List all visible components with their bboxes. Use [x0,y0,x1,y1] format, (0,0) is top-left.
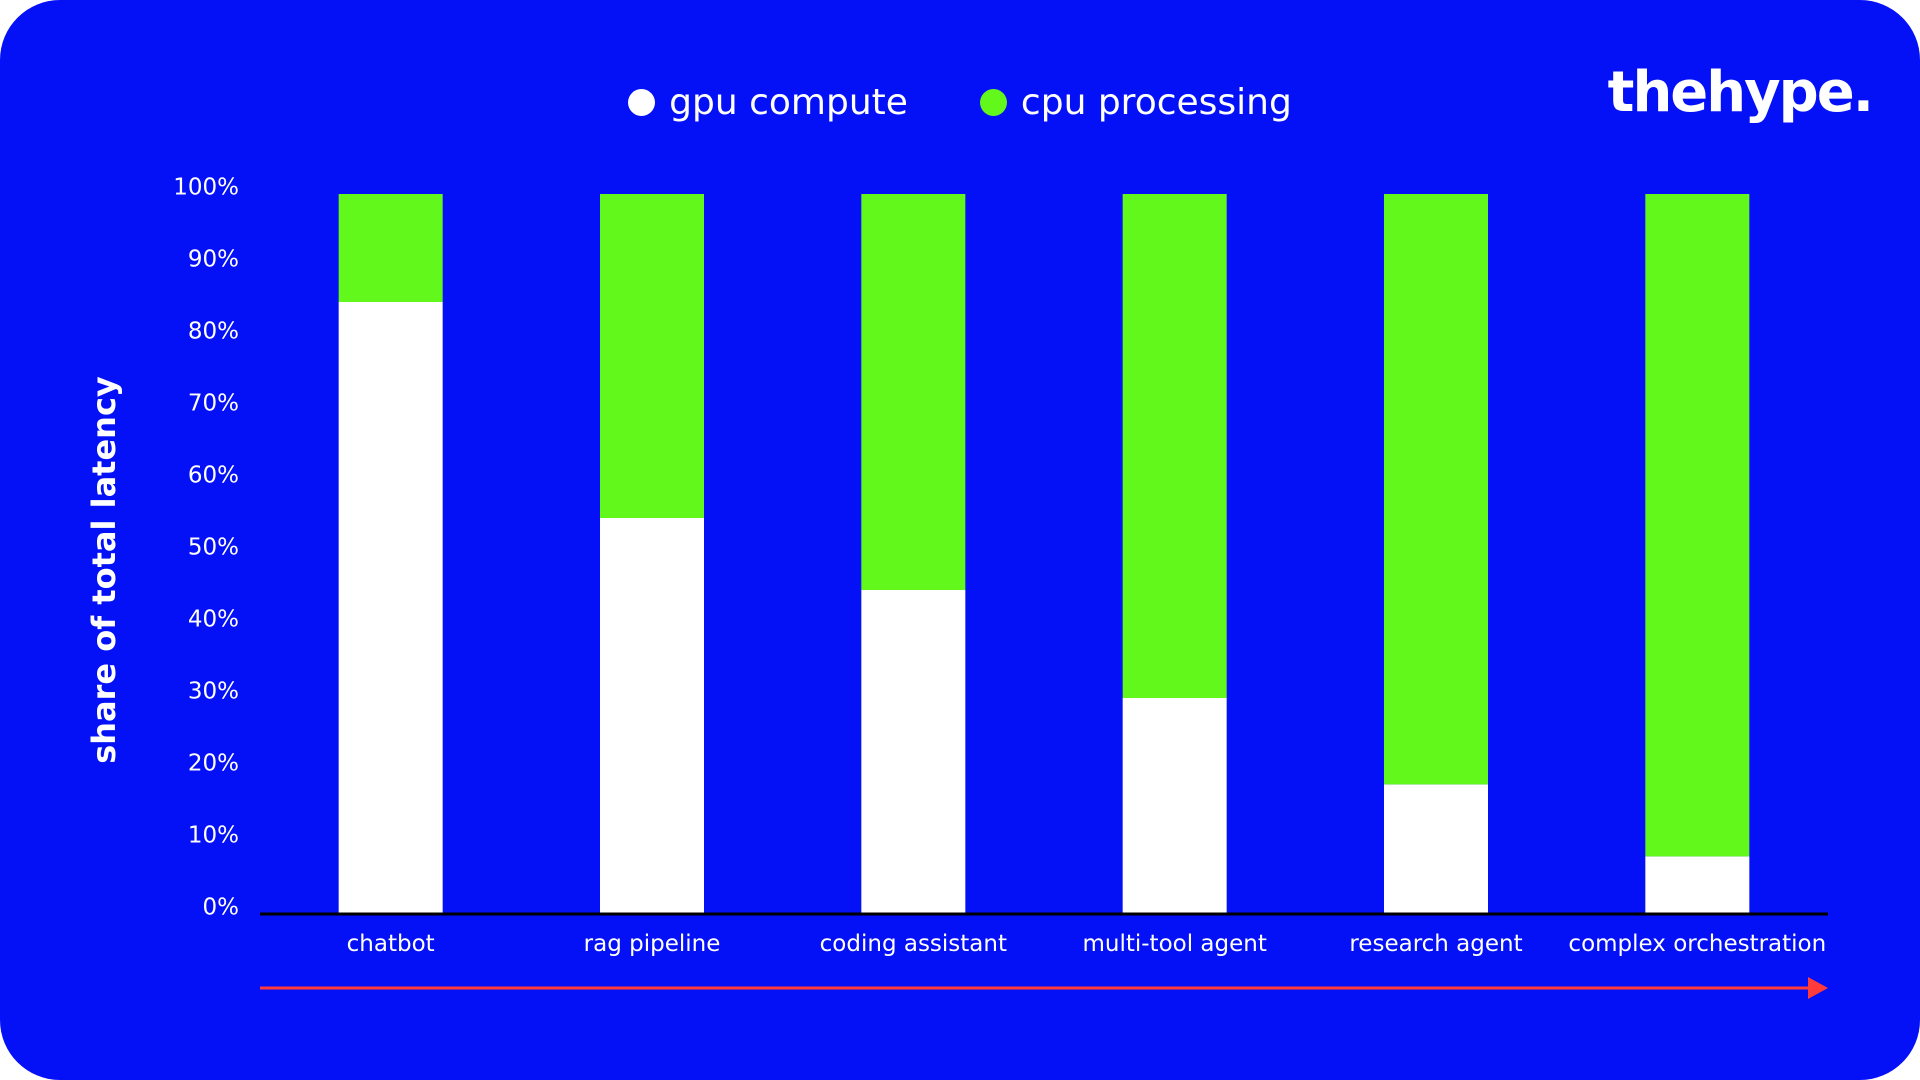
y-tick-label: 90% [188,247,239,273]
y-tick-label: 40% [188,607,239,633]
bar-cpu-processing-coding-assistant [861,194,966,590]
x-tick-label: research agent [1349,931,1522,957]
legend-swatch-cpu-processing [979,89,1007,116]
bar-cpu-processing-rag-pipeline [600,194,704,518]
legend-item-cpu-processing: cpu processing [979,82,1292,123]
x-tick-label: chatbot [347,931,435,957]
x-tick-label: rag pipeline [584,931,721,957]
x-tick-label: multi-tool agent [1082,931,1266,957]
y-tick-label: 70% [188,391,239,417]
y-axis-title: share of total latency [85,376,123,764]
x-tick-label: complex orchestration [1568,931,1826,957]
y-tick-label: 0% [203,895,240,921]
bar-gpu-compute-rag-pipeline [600,518,704,914]
x-tick-label: coding assistant [820,931,1007,957]
bar-gpu-compute-coding-assistant [861,590,966,914]
y-tick-label: 100% [173,175,239,201]
legend-label-cpu-processing: cpu processing [1020,82,1292,123]
bar-cpu-processing-multi-tool-agent [1122,194,1227,698]
legend-swatch-gpu-compute [628,89,656,116]
bar-gpu-compute-chatbot [338,302,443,914]
y-tick-label: 10% [188,823,239,849]
legend: gpu compute cpu processing [0,82,1920,123]
bar-cpu-processing-research-agent [1384,194,1488,785]
bar-cpu-processing-chatbot [338,194,443,302]
bar-gpu-compute-research-agent [1384,784,1488,914]
y-tick-label: 50% [188,535,239,561]
y-tick-label: 20% [188,751,239,777]
bar-gpu-compute-multi-tool-agent [1122,698,1227,914]
y-tick-label: 80% [188,319,239,345]
progression-arrow-head [1808,977,1828,999]
bar-gpu-compute-complex-orchestration [1645,856,1750,914]
y-tick-label: 60% [188,463,239,489]
legend-item-gpu-compute: gpu compute [628,82,908,123]
y-tick-label: 30% [188,679,239,705]
legend-label-gpu-compute: gpu compute [669,82,908,123]
bar-cpu-processing-complex-orchestration [1645,194,1750,857]
brand-logo: thehype. [1607,60,1874,125]
